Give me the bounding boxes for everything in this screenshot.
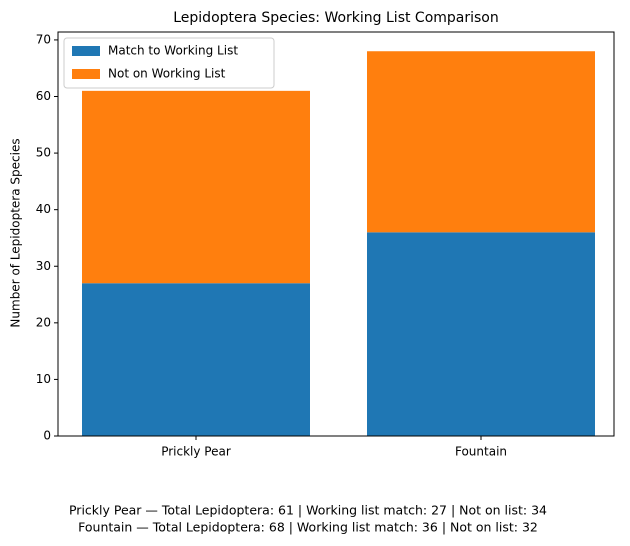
y-tick-label: 0 xyxy=(43,429,51,443)
y-tick-label: 60 xyxy=(36,89,51,103)
legend-label: Match to Working List xyxy=(108,44,238,58)
bar-segment xyxy=(82,90,310,284)
x-tick-label: Fountain xyxy=(455,445,507,459)
y-tick-label: 50 xyxy=(36,146,51,160)
y-axis-label: Number of Lepidoptera Species xyxy=(9,138,23,327)
legend-swatch xyxy=(72,69,100,79)
y-tick-label: 30 xyxy=(36,259,51,273)
footer-line: Prickly Pear — Total Lepidoptera: 61 | W… xyxy=(69,503,547,518)
legend-box xyxy=(63,37,275,89)
axes-frame xyxy=(57,31,615,437)
x-tick-label: Prickly Pear xyxy=(161,445,231,459)
chart-title: Lepidoptera Species: Working List Compar… xyxy=(173,10,499,26)
footer-line: Fountain — Total Lepidoptera: 68 | Worki… xyxy=(78,520,538,535)
y-tick-label: 10 xyxy=(36,372,51,386)
y-tick-label: 70 xyxy=(36,32,51,46)
y-tick-label: 40 xyxy=(36,202,51,216)
legend-swatch xyxy=(72,46,100,56)
legend-label: Not on Working List xyxy=(108,67,226,81)
bar-segment xyxy=(367,51,595,233)
bar-segment xyxy=(367,232,595,436)
bar-segment xyxy=(82,283,310,436)
y-tick-label: 20 xyxy=(36,315,51,329)
